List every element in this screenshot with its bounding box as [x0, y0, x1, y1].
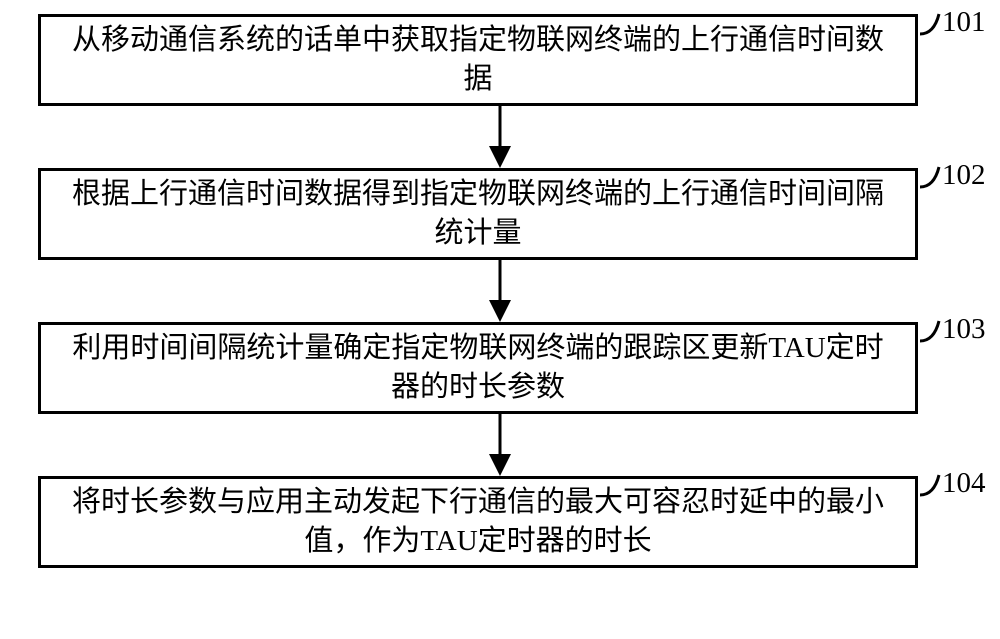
flow-step-label-102: 102	[942, 159, 986, 192]
label-connector-icon	[920, 8, 960, 44]
flow-step-label-104: 104	[942, 467, 986, 500]
flow-step-101: 从移动通信系统的话单中获取指定物联网终端的上行通信时间数据	[38, 14, 918, 106]
flow-step-text: 利用时间间隔统计量确定指定物联网终端的跟踪区更新TAU定时器的时长参数	[69, 329, 887, 407]
flow-step-104: 将时长参数与应用主动发起下行通信的最大可容忍时延中的最小值，作为TAU定时器的时…	[38, 476, 918, 568]
flow-arrow	[0, 260, 1000, 322]
label-connector-icon	[920, 161, 960, 197]
flow-step-label-101: 101	[942, 6, 986, 39]
flow-step-text: 从移动通信系统的话单中获取指定物联网终端的上行通信时间数据	[69, 21, 887, 99]
flowchart-canvas: 从移动通信系统的话单中获取指定物联网终端的上行通信时间数据 101 根据上行通信…	[0, 0, 1000, 639]
flow-arrow	[0, 106, 1000, 168]
flow-step-text: 将时长参数与应用主动发起下行通信的最大可容忍时延中的最小值，作为TAU定时器的时…	[69, 483, 887, 561]
flow-step-text: 根据上行通信时间数据得到指定物联网终端的上行通信时间间隔统计量	[69, 175, 887, 253]
label-connector-icon	[920, 315, 960, 351]
label-connector-icon	[920, 469, 960, 505]
flow-step-102: 根据上行通信时间数据得到指定物联网终端的上行通信时间间隔统计量	[38, 168, 918, 260]
flow-step-103: 利用时间间隔统计量确定指定物联网终端的跟踪区更新TAU定时器的时长参数	[38, 322, 918, 414]
flow-step-label-103: 103	[942, 313, 986, 346]
flow-arrow	[0, 414, 1000, 476]
